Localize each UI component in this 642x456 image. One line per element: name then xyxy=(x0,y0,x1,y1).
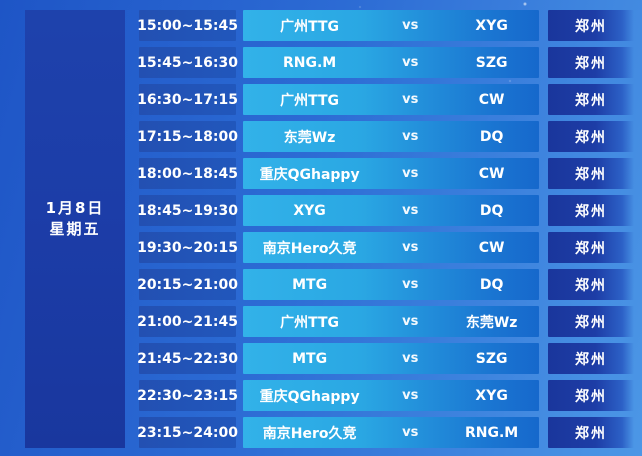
vs-label: vs xyxy=(402,129,419,144)
schedule-row[interactable]: 15:45~16:30 RNG.M vs SZG 郑州 xyxy=(0,47,642,78)
time-cell: 20:15~21:00 xyxy=(137,269,238,300)
home-team: 广州TTG xyxy=(280,314,340,331)
schedule-row[interactable]: 18:45~19:30 XYG vs DQ 郑州 xyxy=(0,195,642,226)
home-team: XYG xyxy=(293,202,326,219)
home-team: 南京Hero久竞 xyxy=(262,240,357,257)
away-team: SZG xyxy=(475,350,508,367)
schedule-row[interactable]: 17:15~18:00 东莞Wz vs DQ 郑州 xyxy=(0,121,642,152)
venue-cell: 郑州 xyxy=(548,269,634,300)
time-cell: 18:00~18:45 xyxy=(137,158,238,189)
schedule-row[interactable]: 15:00~15:45 广州TTG vs XYG 郑州 xyxy=(0,10,642,41)
vs-label: vs xyxy=(402,425,419,440)
away-team: CW xyxy=(478,91,505,108)
match-cell: MTG vs DQ xyxy=(243,269,539,300)
venue-cell: 郑州 xyxy=(548,10,634,41)
away-team: DQ xyxy=(479,276,504,293)
match-cell: XYG vs DQ xyxy=(243,195,539,226)
schedule-row[interactable]: 18:00~18:45 重庆QGhappy vs CW 郑州 xyxy=(0,158,642,189)
vs-label: vs xyxy=(402,388,419,403)
match-cell: 广州TTG vs CW xyxy=(243,84,539,115)
venue-cell: 郑州 xyxy=(548,121,634,152)
vs-label: vs xyxy=(402,203,419,218)
venue-cell: 郑州 xyxy=(548,380,634,411)
home-team: RNG.M xyxy=(282,54,337,71)
home-team: 重庆QGhappy xyxy=(259,166,360,183)
match-cell: 东莞Wz vs DQ xyxy=(243,121,539,152)
venue-cell: 郑州 xyxy=(548,47,634,78)
date-line2: 星期五 xyxy=(49,220,101,238)
venue-cell: 郑州 xyxy=(548,306,634,337)
schedule-row[interactable]: 21:45~22:30 MTG vs SZG 郑州 xyxy=(0,343,642,374)
vs-label: vs xyxy=(402,18,419,33)
time-cell: 15:45~16:30 xyxy=(137,47,238,78)
schedule-row[interactable]: 19:30~20:15 南京Hero久竞 vs CW 郑州 xyxy=(0,232,642,263)
time-cell: 22:30~23:15 xyxy=(137,380,238,411)
away-team: CW xyxy=(478,165,505,182)
away-team: XYG xyxy=(475,387,508,404)
match-cell: MTG vs SZG xyxy=(243,343,539,374)
away-team: 东莞Wz xyxy=(465,314,518,331)
away-team: DQ xyxy=(479,128,504,145)
home-team: 广州TTG xyxy=(280,92,340,109)
schedule-row[interactable]: 21:00~21:45 广州TTG vs 东莞Wz 郑州 xyxy=(0,306,642,337)
vs-label: vs xyxy=(402,166,419,181)
vs-label: vs xyxy=(402,92,419,107)
match-cell: 南京Hero久竞 vs RNG.M xyxy=(243,417,539,448)
schedule-row[interactable]: 22:30~23:15 重庆QGhappy vs XYG 郑州 xyxy=(0,380,642,411)
time-cell: 21:45~22:30 xyxy=(137,343,238,374)
schedule-row[interactable]: 23:15~24:00 南京Hero久竞 vs RNG.M 郑州 xyxy=(0,417,642,448)
date-text: 1月8日 星期五 xyxy=(25,198,125,240)
vs-label: vs xyxy=(402,55,419,70)
vs-label: vs xyxy=(402,240,419,255)
home-team: 广州TTG xyxy=(280,18,340,35)
home-team: 重庆QGhappy xyxy=(259,388,360,405)
venue-cell: 郑州 xyxy=(548,195,634,226)
time-cell: 15:00~15:45 xyxy=(137,10,238,41)
match-cell: 重庆QGhappy vs XYG xyxy=(243,380,539,411)
match-cell: 重庆QGhappy vs CW xyxy=(243,158,539,189)
away-team: XYG xyxy=(475,17,508,34)
vs-label: vs xyxy=(402,314,419,329)
date-cell: 1月8日 星期五 xyxy=(25,10,125,448)
match-cell: 广州TTG vs XYG xyxy=(243,10,539,41)
date-line1: 1月8日 xyxy=(45,199,105,217)
vs-label: vs xyxy=(402,351,419,366)
match-cell: 广州TTG vs 东莞Wz xyxy=(243,306,539,337)
time-cell: 16:30~17:15 xyxy=(137,84,238,115)
venue-cell: 郑州 xyxy=(548,343,634,374)
home-team: 南京Hero久竞 xyxy=(262,425,357,442)
time-cell: 21:00~21:45 xyxy=(137,306,238,337)
venue-cell: 郑州 xyxy=(548,84,634,115)
away-team: DQ xyxy=(479,202,504,219)
away-team: CW xyxy=(478,239,505,256)
time-cell: 23:15~24:00 xyxy=(137,417,238,448)
away-team: SZG xyxy=(475,54,508,71)
time-cell: 18:45~19:30 xyxy=(137,195,238,226)
vs-label: vs xyxy=(402,277,419,292)
time-cell: 17:15~18:00 xyxy=(137,121,238,152)
match-cell: RNG.M vs SZG xyxy=(243,47,539,78)
home-team: MTG xyxy=(292,350,328,367)
home-team: 东莞Wz xyxy=(283,129,336,146)
venue-cell: 郑州 xyxy=(548,417,634,448)
schedule-row[interactable]: 16:30~17:15 广州TTG vs CW 郑州 xyxy=(0,84,642,115)
venue-cell: 郑州 xyxy=(548,158,634,189)
schedule-row[interactable]: 20:15~21:00 MTG vs DQ 郑州 xyxy=(0,269,642,300)
away-team: RNG.M xyxy=(465,424,519,441)
match-cell: 南京Hero久竞 vs CW xyxy=(243,232,539,263)
time-cell: 19:30~20:15 xyxy=(137,232,238,263)
venue-cell: 郑州 xyxy=(548,232,634,263)
schedule-rows: 15:00~15:45 广州TTG vs XYG 郑州 15:45~16:30 … xyxy=(0,10,642,448)
home-team: MTG xyxy=(292,276,328,293)
